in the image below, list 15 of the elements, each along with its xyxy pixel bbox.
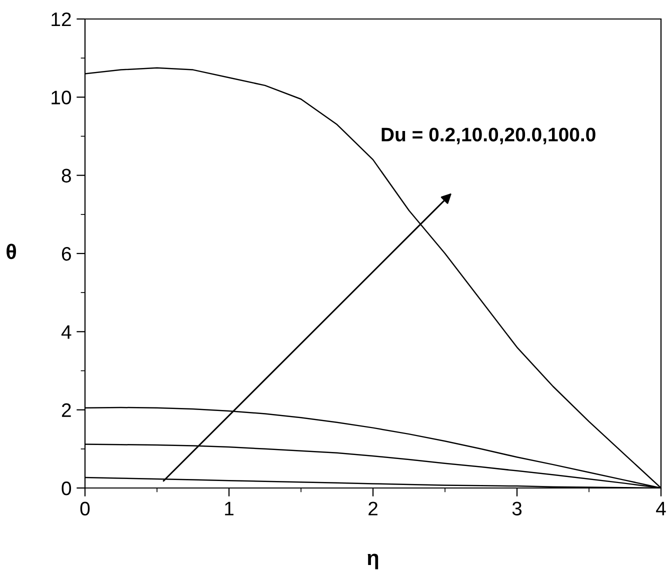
x-axis-title: η xyxy=(368,554,378,570)
x-tick-label: 3 xyxy=(512,502,522,516)
y-tick-label: 10 xyxy=(52,90,72,104)
x-tick-label: 2 xyxy=(368,502,378,516)
x-tick-label: 0 xyxy=(80,502,90,516)
y-tick-label: 4 xyxy=(61,325,72,339)
y-axis-title: θ xyxy=(6,244,16,260)
x-tick-label: 4 xyxy=(656,502,666,516)
x-tick-label: 1 xyxy=(225,502,234,516)
y-tick-label: 2 xyxy=(62,403,71,417)
annotation: Du = 0.2,10.0,20.0,100.0 xyxy=(382,128,596,144)
y-tick-label: 8 xyxy=(62,168,71,183)
y-tick-label: 6 xyxy=(62,246,71,261)
y-tick-label: 0 xyxy=(62,481,72,496)
y-tick-label: 12 xyxy=(52,12,71,26)
